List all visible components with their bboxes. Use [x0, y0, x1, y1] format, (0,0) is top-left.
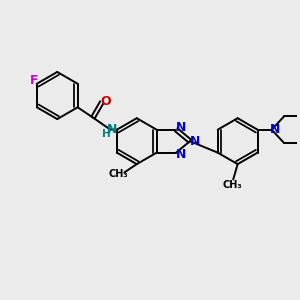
Text: N: N	[176, 148, 186, 161]
Text: CH₃: CH₃	[223, 180, 242, 190]
Text: O: O	[100, 95, 111, 108]
Text: CH₃: CH₃	[108, 169, 128, 179]
Text: N: N	[106, 124, 117, 136]
Text: N: N	[176, 122, 186, 134]
Text: N: N	[269, 123, 280, 136]
Text: F: F	[30, 74, 38, 87]
Text: H: H	[102, 129, 111, 139]
Text: N: N	[190, 135, 200, 148]
